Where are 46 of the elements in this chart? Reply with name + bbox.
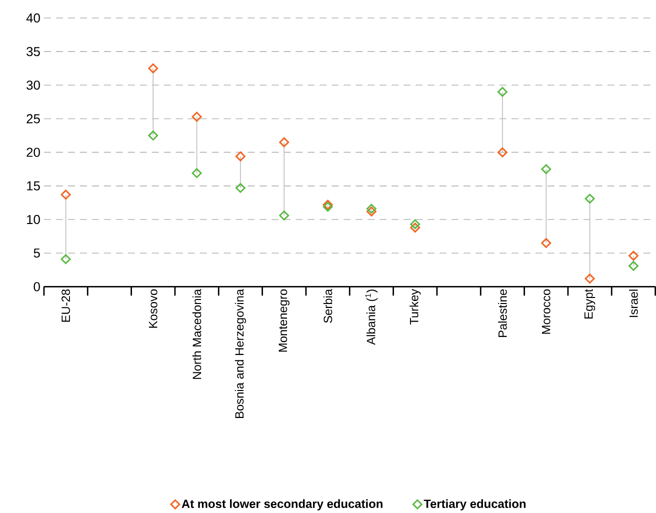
- point: [541, 238, 552, 248]
- point: [192, 168, 202, 178]
- point: [148, 63, 158, 74]
- point: [235, 151, 246, 162]
- y-tick-label: 10: [27, 214, 40, 224]
- legend-label: At most lower secondary education: [182, 499, 382, 510]
- x-tick-label: Egypt: [584, 288, 596, 318]
- x-tick-label: Morocco: [542, 289, 550, 334]
- y-tick-label: 5: [34, 248, 40, 258]
- point: [192, 112, 202, 122]
- y-tick-label: 0: [34, 282, 40, 292]
- point: [148, 130, 158, 140]
- point: [60, 190, 71, 200]
- legend-label: Tertiary education: [424, 499, 526, 510]
- y-tick-label: 30: [26, 80, 40, 90]
- point: [497, 147, 508, 158]
- point: [410, 222, 420, 232]
- point: [410, 219, 420, 229]
- x-tick-label: Turkey: [410, 288, 421, 324]
- x-tick-label: Bosnia and Herzegovina: [234, 288, 246, 418]
- point: [366, 206, 376, 216]
- point: [628, 260, 638, 271]
- y-tick-label: 35: [26, 46, 40, 56]
- point: [584, 273, 595, 284]
- x-tick-label: Kosovo: [148, 289, 158, 328]
- point: [322, 200, 333, 210]
- point: [279, 137, 290, 148]
- y-tick-label: 20: [26, 148, 40, 157]
- x-tick-label: Montenegro: [278, 289, 290, 352]
- x-tick-label: North Macedonia: [192, 288, 202, 379]
- point: [541, 164, 552, 174]
- point: [235, 182, 246, 193]
- x-tick-label: Albania ($^{1}$): [365, 289, 378, 345]
- x-tick-label: Israel: [629, 289, 638, 317]
- point: [60, 254, 71, 264]
- x-tick-label: EU-28: [62, 289, 70, 322]
- y-tick-label: 15: [27, 181, 40, 190]
- y-tick-label: 40: [26, 13, 40, 22]
- point: [497, 86, 508, 97]
- x-tick-label: Serbia: [323, 288, 332, 323]
- point: [628, 250, 638, 261]
- point: [584, 194, 595, 204]
- point: [366, 204, 376, 214]
- point: [279, 210, 290, 220]
- x-tick-label: Palestine: [498, 289, 507, 337]
- y-tick-label: 25: [26, 114, 40, 124]
